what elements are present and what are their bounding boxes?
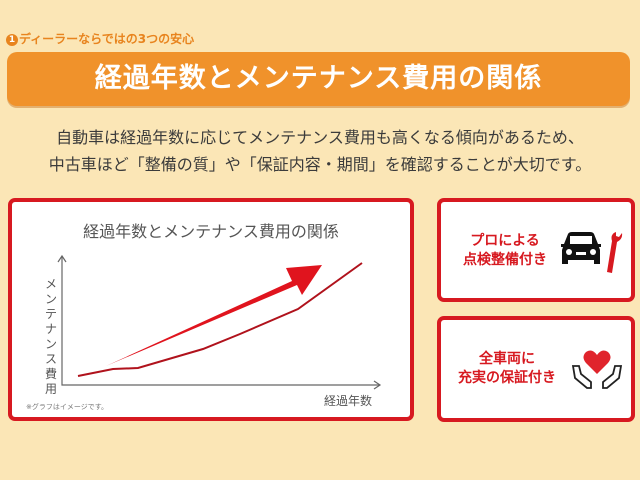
feature-line-2: 充実の保証付き [458,370,556,386]
feature-text: 全車両に 充実の保証付き [451,350,563,388]
y-axis-label: メンテナンス費用 [44,277,57,396]
feature-line-1: プロによる [470,233,540,249]
heart-hands-icon [571,350,623,389]
step-number-badge: 1 [6,34,18,46]
cost-trend-line [77,262,363,377]
chart-note: ※グラフはイメージです。 [26,403,109,411]
chart-graphic [57,254,382,390]
section-subtitle: 1 ディーラーならではの3つの安心 [6,30,194,47]
y-axis-arrow [57,254,67,263]
description-line-1: 自動車は経過年数に応じてメンテナンス費用も高くなる傾向があるため、 [56,128,584,147]
chart-title: 経過年数とメンテナンス費用の関係 [83,222,339,241]
feature-text: プロによる 点検整備付き [455,232,555,270]
feature-card-inspection: プロによる 点検整備付き [437,198,635,302]
feature-card-warranty: 全車両に 充実の保証付き [437,316,635,422]
page-title: 経過年数とメンテナンス費用の関係 [7,52,630,106]
description-line-2: 中古車ほど「整備の質」や「保証内容・期間」を確認することが大切です。 [48,155,592,174]
car-wrench-icon [561,232,623,273]
description: 自動車は経過年数に応じてメンテナンス費用も高くなる傾向があるため、 中古車ほど「… [0,124,640,178]
x-axis-label: 経過年数 [323,394,372,408]
feature-line-1: 全車両に [479,351,535,367]
chart-card: 経過年数とメンテナンス費用の関係 メンテナンス費用 経過年数 ※グラフはイメージ… [8,198,414,421]
axes [57,254,382,390]
subtitle-text: ディーラーならではの3つの安心 [19,32,195,46]
x-axis-arrow [373,380,382,390]
feature-line-2: 点検整備付き [463,252,547,268]
trend-arrow [106,265,322,366]
